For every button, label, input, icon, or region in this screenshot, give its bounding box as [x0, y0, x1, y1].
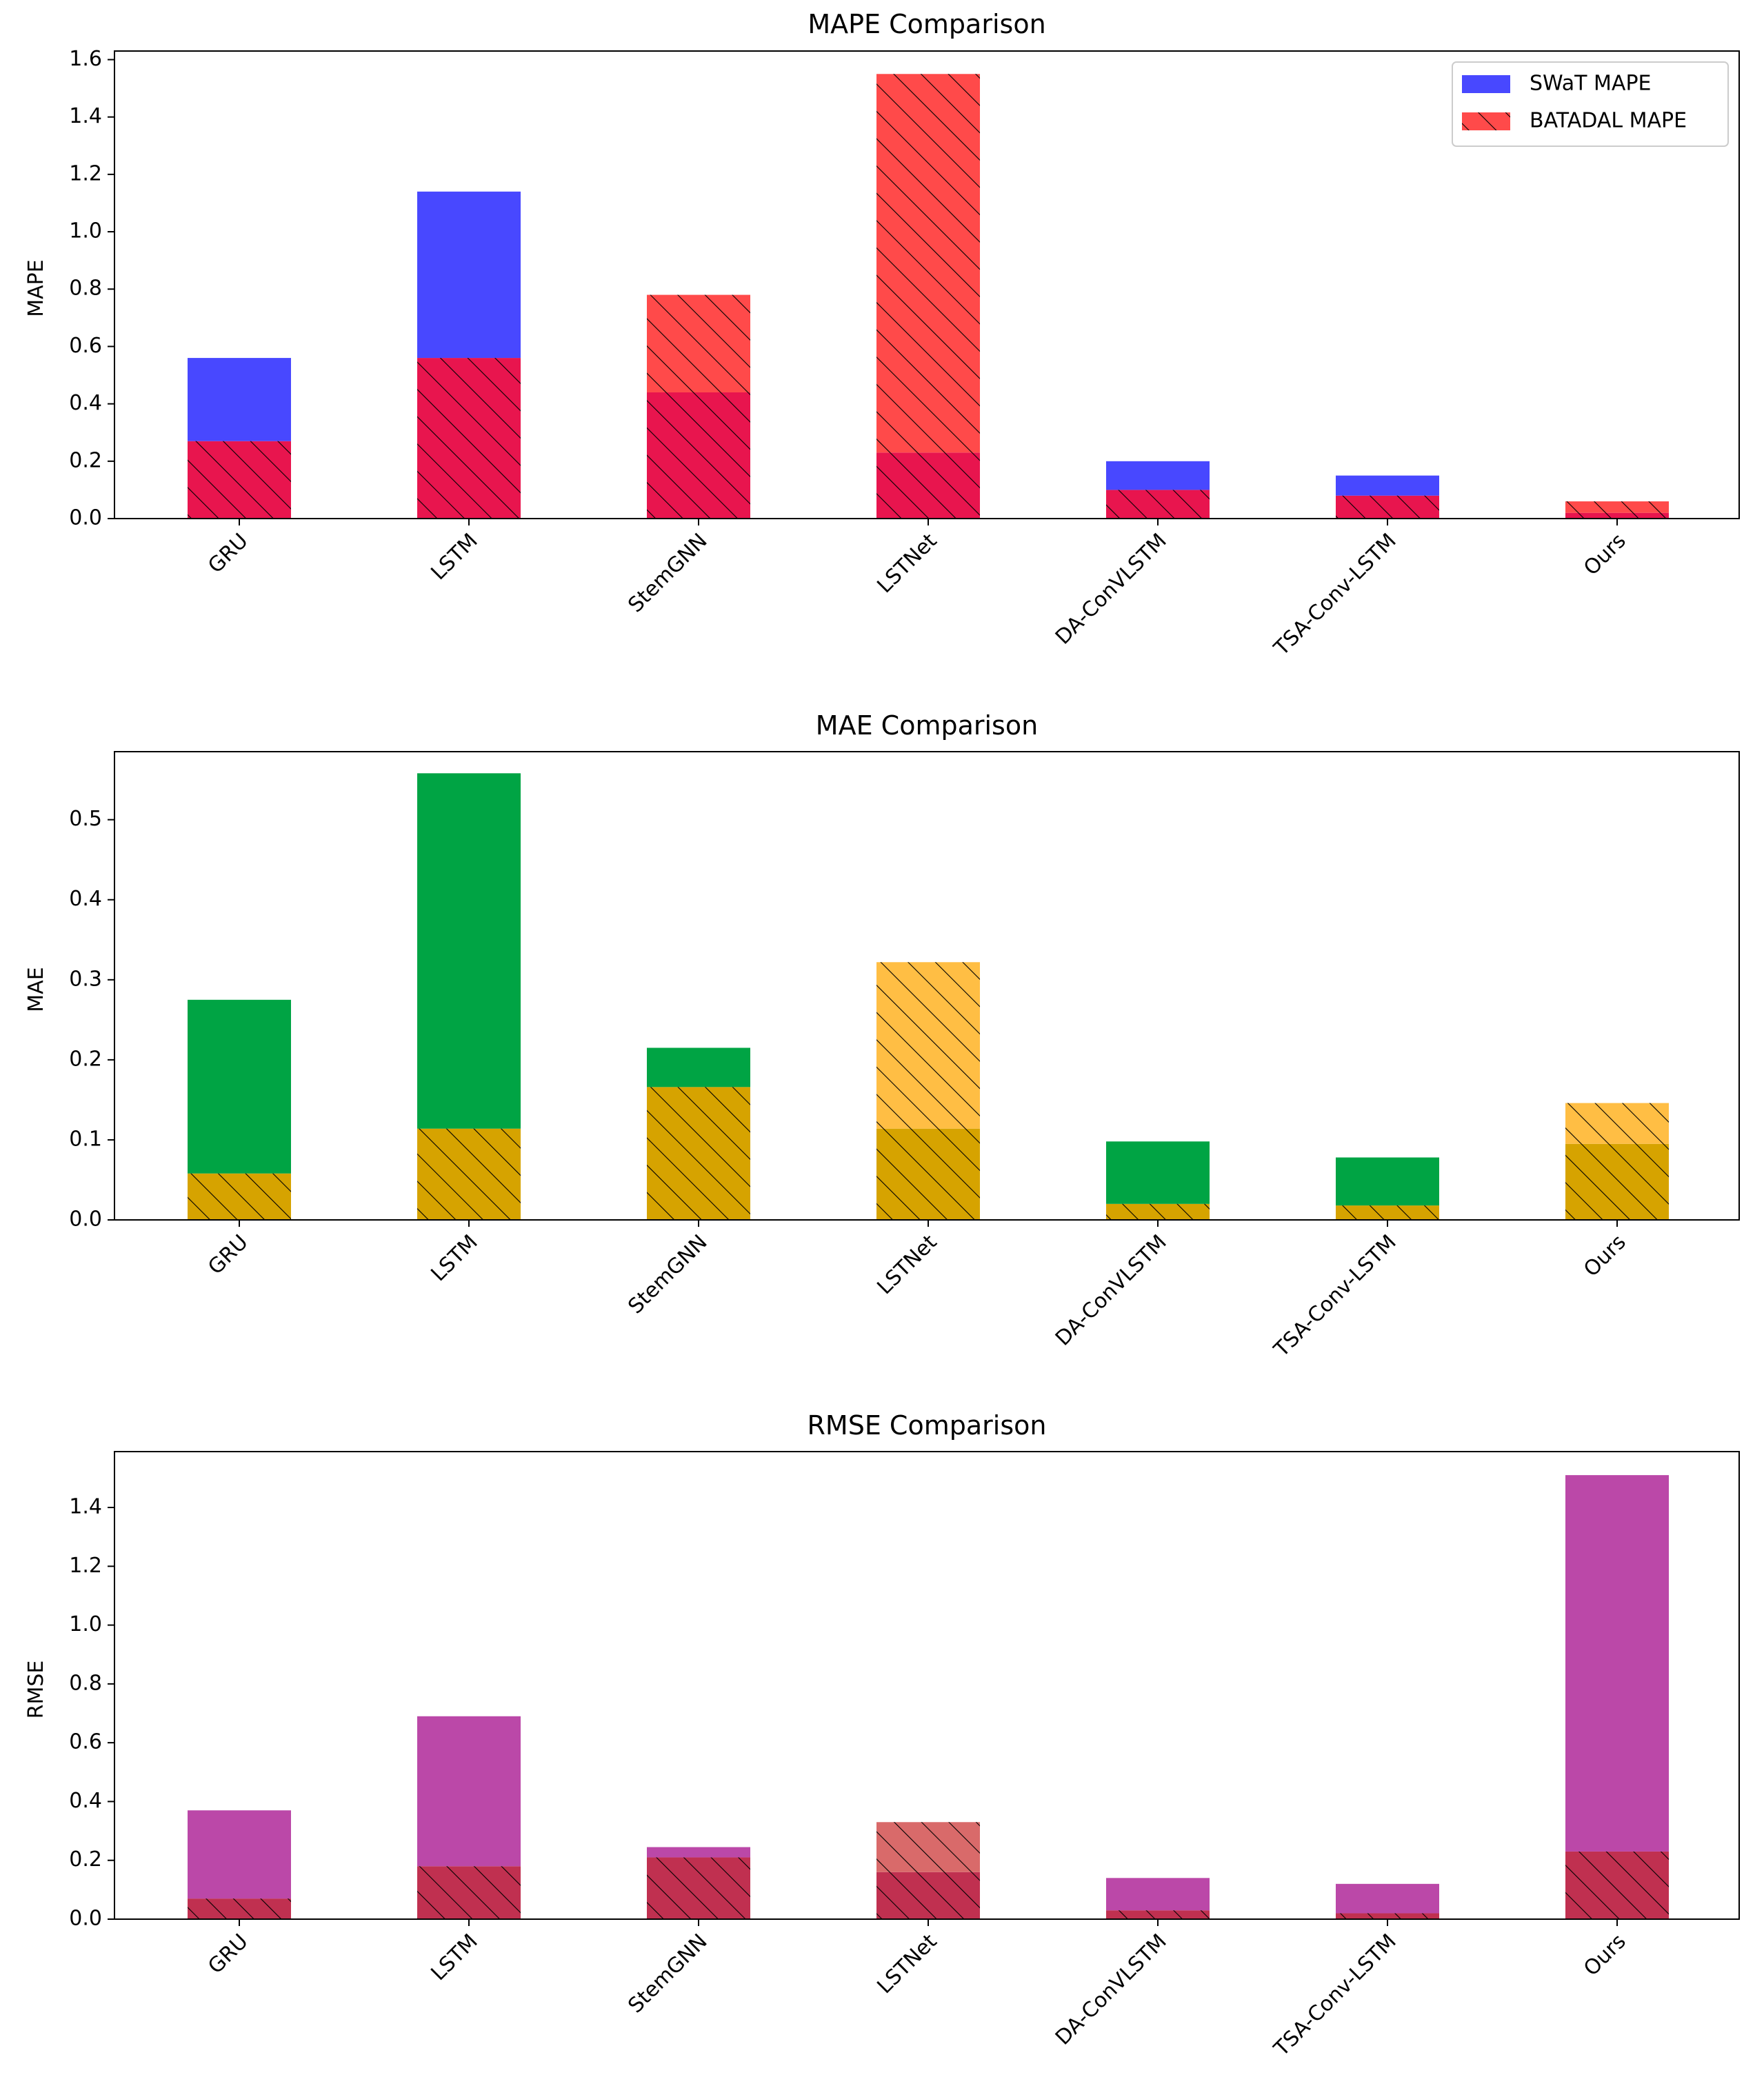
rmse-plot-frame — [114, 1451, 1740, 1920]
ytick-label: 0.4 — [69, 391, 102, 415]
bar-series-1 — [647, 1847, 750, 1858]
ytick-label: 1.2 — [69, 161, 102, 186]
bar-series-2-hatch — [1106, 1203, 1210, 1220]
xtick-label: LSTM — [426, 1929, 482, 1985]
xtick-label: GRU — [203, 1929, 252, 1978]
ytick-label: 0.8 — [69, 277, 102, 301]
bar-series-2-hatch — [876, 1822, 980, 1919]
bar-series-2-hatch — [188, 1898, 291, 1919]
xtick-label: StemGNN — [623, 1230, 712, 1319]
mape-title: MAPE Comparison — [808, 9, 1045, 39]
bar-series-1 — [1106, 1141, 1210, 1204]
xtick-label: StemGNN — [623, 1929, 712, 2018]
bar-series-1 — [188, 358, 291, 441]
xtick-label: LSTNet — [872, 529, 941, 598]
ytick-label: 1.6 — [69, 47, 102, 71]
xtick-label: TSA-Conv-LSTM — [1269, 1929, 1401, 2061]
ytick-label: 0.6 — [69, 334, 102, 358]
xtick-label: Ours — [1579, 1230, 1631, 1282]
bar-series-1 — [1336, 475, 1439, 496]
bar-series-2-hatch — [647, 294, 750, 519]
rmse-ylabel: RMSE — [24, 1661, 48, 1719]
bar-series-2-hatch — [1565, 1851, 1669, 1919]
xtick-label: GRU — [203, 529, 252, 578]
mae-panel: MAE Comparison MAE 0.0 0.1 0.2 0.3 0.4 0.5 GR… — [24, 710, 1740, 1362]
ytick-label: 0.4 — [69, 887, 102, 911]
bar-series-2-hatch — [1565, 501, 1669, 519]
bar-series-2-hatch — [417, 358, 521, 519]
bar-series-2-hatch — [417, 1866, 521, 1919]
ytick-label: 0.4 — [69, 1789, 102, 1813]
legend-swatch-batadal-hatch — [1462, 112, 1510, 130]
xtick-label: LSTM — [426, 529, 482, 585]
bar-series-2-hatch — [876, 962, 980, 1220]
bar-series-2-hatch — [1336, 1205, 1439, 1220]
xtick-label: Ours — [1579, 1929, 1631, 1981]
bar-series-2-hatch — [188, 441, 291, 519]
bar-series-1 — [417, 1716, 521, 1867]
bar-series-2-hatch — [647, 1087, 750, 1220]
xtick-label: GRU — [203, 1230, 252, 1279]
bar-series-1 — [1565, 1475, 1669, 1852]
bar-series-2-hatch — [1336, 495, 1439, 519]
mape-plot-frame — [114, 50, 1740, 519]
xtick-label: StemGNN — [623, 529, 712, 617]
xtick-label: Ours — [1579, 529, 1631, 581]
ytick-label: 1.2 — [69, 1554, 102, 1578]
bar-series-2-hatch — [647, 1857, 750, 1919]
ytick-label: 1.0 — [69, 1612, 102, 1636]
xtick-label: DA-ConVLSTM — [1051, 1230, 1172, 1351]
mae-title: MAE Comparison — [816, 710, 1038, 741]
bar-series-2-hatch — [1565, 1103, 1669, 1220]
xtick-label: LSTNet — [872, 1230, 941, 1299]
ytick-label: 0.5 — [69, 807, 102, 831]
bar-series-2-hatch — [1106, 1910, 1210, 1919]
xtick-label: LSTM — [426, 1230, 482, 1286]
ytick-label: 0.2 — [69, 1847, 102, 1872]
mape-legend: SWaT MAPE BATADAL MAPE — [1452, 61, 1729, 147]
ytick-label: 0.0 — [69, 1207, 102, 1232]
mape-ylabel: MAPE — [24, 259, 48, 317]
ytick-label: 0.6 — [69, 1730, 102, 1754]
bar-series-1 — [417, 773, 521, 1129]
bar-series-1 — [647, 1048, 750, 1087]
bar-series-2-hatch — [876, 74, 980, 519]
bar-series-1 — [1106, 1878, 1210, 1911]
legend-swatch-swat — [1462, 75, 1510, 93]
xtick-label: DA-ConVLSTM — [1051, 529, 1172, 650]
ytick-label: 0.2 — [69, 448, 102, 472]
bar-series-2-hatch — [417, 1128, 521, 1220]
ytick-label: 0.0 — [69, 1907, 102, 1931]
xtick-label: DA-ConVLSTM — [1051, 1929, 1172, 2050]
legend-box — [1452, 61, 1729, 147]
xtick-label: LSTNet — [872, 1929, 941, 1998]
mape-panel: MAPE Comparison MAPE 0.0 0.2 0.4 0.6 0.8 1.0 1… — [24, 9, 1740, 661]
bar-series-2-hatch — [1106, 490, 1210, 519]
ytick-label: 0.1 — [69, 1127, 102, 1151]
ytick-label: 0.0 — [69, 506, 102, 530]
bar-series-2-hatch — [188, 1173, 291, 1220]
bar-series-1 — [1336, 1157, 1439, 1206]
bar-series-2-hatch — [1336, 1913, 1439, 1919]
bar-series-1 — [417, 191, 521, 359]
rmse-title: RMSE Comparison — [808, 1410, 1047, 1441]
mae-ylabel: MAE — [24, 967, 48, 1012]
rmse-panel: RMSE Comparison RMSE 0.0 0.2 0.4 0.6 0.8 1.0 1… — [24, 1410, 1740, 2061]
xtick-label: TSA-Conv-LSTM — [1269, 1230, 1401, 1362]
bar-series-1 — [188, 999, 291, 1174]
ytick-label: 1.0 — [69, 219, 102, 243]
ytick-label: 1.4 — [69, 104, 102, 128]
ytick-label: 1.4 — [69, 1495, 102, 1519]
legend-label-swat: SWaT MAPE — [1530, 72, 1651, 96]
bar-series-1 — [1106, 461, 1210, 490]
bar-series-1 — [188, 1810, 291, 1899]
legend-label-batadal: BATADAL MAPE — [1530, 109, 1687, 133]
xtick-label: TSA-Conv-LSTM — [1269, 529, 1401, 661]
ytick-label: 0.2 — [69, 1047, 102, 1071]
bar-series-1 — [1336, 1883, 1439, 1914]
mae-plot-frame — [114, 751, 1740, 1221]
ytick-label: 0.3 — [69, 967, 102, 991]
ytick-label: 0.8 — [69, 1671, 102, 1695]
